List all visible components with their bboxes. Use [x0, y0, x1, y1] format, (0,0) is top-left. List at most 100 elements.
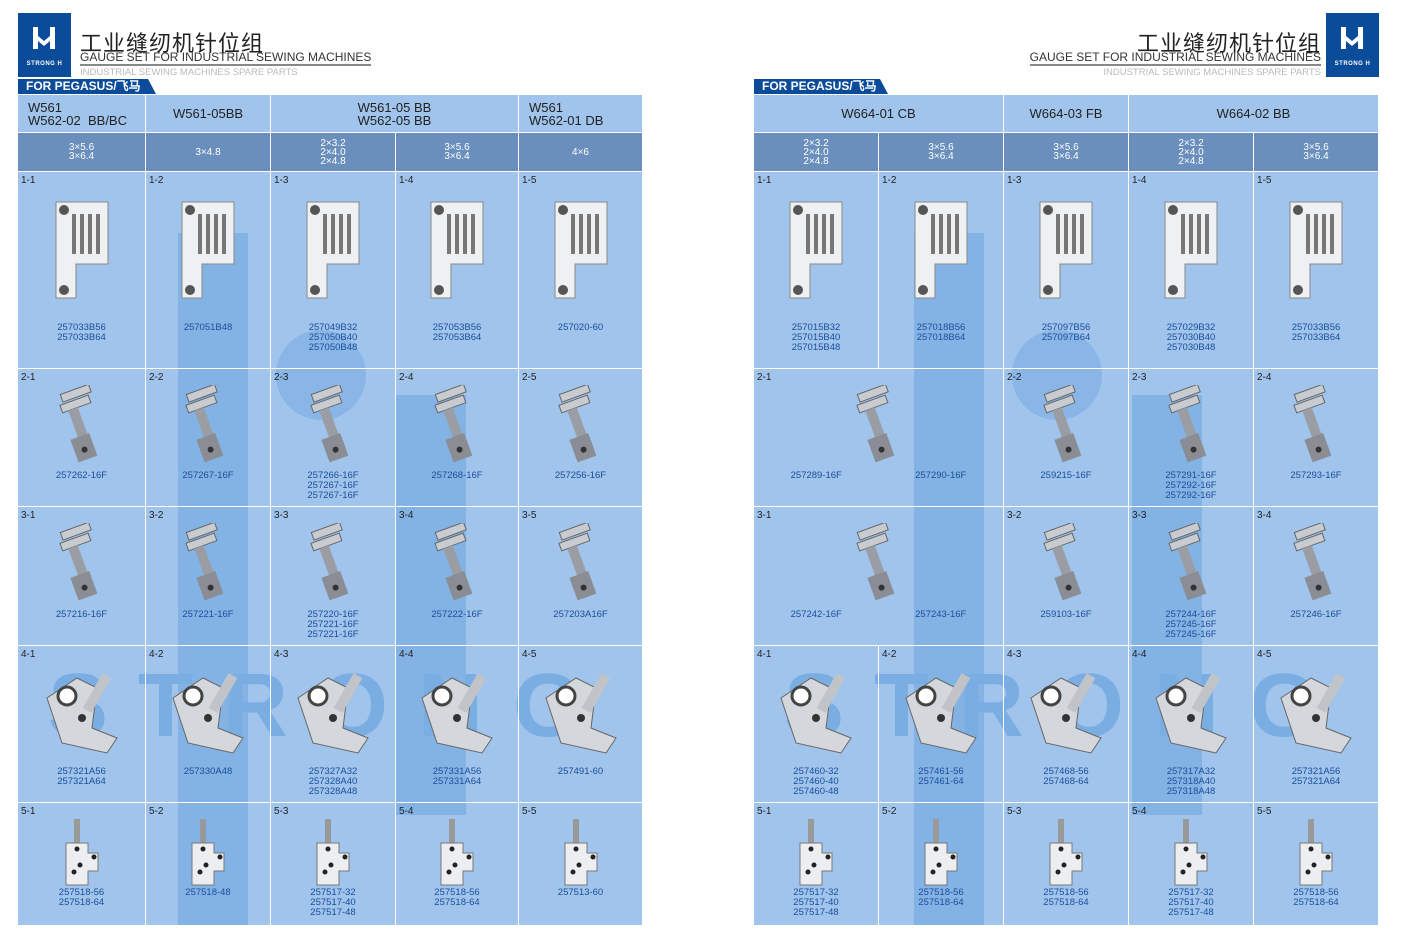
part-cell[interactable]: 2-4 257293-16F: [1254, 369, 1379, 507]
part-cell[interactable]: 3-1 257242-16F 257243-16F: [754, 507, 1004, 646]
part-cell[interactable]: 5-5 257513-60: [519, 803, 643, 926]
part-image[interactable]: [178, 383, 238, 470]
part-image[interactable]: [437, 819, 477, 894]
part-number: 257328A40: [308, 776, 358, 787]
part-image[interactable]: [796, 819, 836, 894]
part-image[interactable]: [1288, 200, 1344, 305]
part-cell[interactable]: 3-3 257244-16F 257245-16F 257245-16F: [1129, 507, 1254, 646]
part-cell[interactable]: 5-4 257517-32 257517-40 257517-48: [1129, 803, 1254, 926]
part-cell[interactable]: 2-5 257256-16F: [519, 369, 643, 507]
part-image[interactable]: [52, 383, 112, 470]
part-cell[interactable]: 2-3 257291-16F 257292-16F 257292-16F: [1129, 369, 1254, 507]
part-image[interactable]: [771, 668, 861, 763]
part-image[interactable]: [536, 668, 626, 763]
part-cell[interactable]: 3-4 257246-16F: [1254, 507, 1379, 646]
part-image[interactable]: [561, 819, 601, 894]
part-cell[interactable]: 4-1 257321A56 257321A64: [18, 646, 146, 803]
part-image[interactable]: [788, 200, 844, 305]
part-image[interactable]: [412, 668, 502, 763]
part-number: 257267-16F: [307, 480, 359, 491]
part-image[interactable]: [1171, 819, 1211, 894]
part-image[interactable]: [180, 200, 236, 305]
part-image[interactable]: [913, 200, 969, 305]
part-image[interactable]: [427, 521, 487, 608]
part-cell[interactable]: 2-2 259215-16F: [1004, 369, 1129, 507]
part-image[interactable]: [62, 819, 102, 894]
part-cell[interactable]: 5-3 257518-56 257518-64: [1004, 803, 1129, 926]
part-image[interactable]: [1161, 521, 1221, 608]
part-image[interactable]: [313, 819, 353, 894]
part-cell[interactable]: 1-4 257029B32 257030B40 257030B48: [1129, 172, 1254, 369]
part-cell[interactable]: 5-4 257518-56 257518-64: [396, 803, 519, 926]
part-cell[interactable]: 4-3 257327A32 257328A40 257328A48: [271, 646, 396, 803]
part-cell[interactable]: 1-2 257018B56 257018B64: [879, 172, 1004, 369]
part-image[interactable]: [1161, 383, 1221, 470]
part-image[interactable]: [849, 383, 909, 470]
part-image[interactable]: [896, 668, 986, 763]
part-cell[interactable]: 4-3 257468-56 257468-64: [1004, 646, 1129, 803]
part-image[interactable]: [52, 521, 112, 608]
part-cell[interactable]: 1-5 257020-60: [519, 172, 643, 369]
part-cell[interactable]: 5-1 257518-56 257518-64: [18, 803, 146, 926]
part-image[interactable]: [288, 668, 378, 763]
part-cell[interactable]: 4-2 257461-56 257461-64: [879, 646, 1004, 803]
part-image[interactable]: [1146, 668, 1236, 763]
part-cell[interactable]: 1-4 257053B56 257053B64: [396, 172, 519, 369]
part-cell[interactable]: 1-3 257049B32 257050B40 257050B48: [271, 172, 396, 369]
part-image[interactable]: [305, 200, 361, 305]
part-cell[interactable]: 1-1 257015B32 257015B40 257015B48: [754, 172, 879, 369]
part-image[interactable]: [1021, 668, 1111, 763]
part-cell[interactable]: 3-4 257222-16F: [396, 507, 519, 646]
part-image[interactable]: [54, 200, 110, 305]
part-cell[interactable]: 4-4 257331A56 257331A64: [396, 646, 519, 803]
part-image[interactable]: [1036, 521, 1096, 608]
part-image[interactable]: [921, 819, 961, 894]
part-image[interactable]: [1036, 383, 1096, 470]
part-image[interactable]: [1286, 383, 1346, 470]
part-cell[interactable]: 4-5 257321A56 257321A64: [1254, 646, 1379, 803]
part-image[interactable]: [1038, 200, 1094, 305]
part-cell[interactable]: 2-1 257262-16F: [18, 369, 146, 507]
part-cell[interactable]: 2-4 257268-16F: [396, 369, 519, 507]
part-image[interactable]: [1046, 819, 1086, 894]
part-image[interactable]: [188, 819, 228, 894]
part-image[interactable]: [429, 200, 485, 305]
part-cell[interactable]: 3-1 257216-16F: [18, 507, 146, 646]
part-image[interactable]: [37, 668, 127, 763]
part-cell[interactable]: 5-2 257518-48: [146, 803, 271, 926]
part-cell[interactable]: 3-2 259103-16F: [1004, 507, 1129, 646]
part-image[interactable]: [303, 521, 363, 608]
part-cell[interactable]: 2-2 257267-16F: [146, 369, 271, 507]
part-cell[interactable]: 2-3 257266-16F 257267-16F 257267-16F: [271, 369, 396, 507]
part-cell[interactable]: 1-1 257033B56 257033B64: [18, 172, 146, 369]
part-number: 257033B56: [1291, 322, 1341, 333]
part-cell[interactable]: 4-5 257491-60: [519, 646, 643, 803]
part-image[interactable]: [553, 200, 609, 305]
part-cell[interactable]: 1-5 257033B56 257033B64: [1254, 172, 1379, 369]
part-image[interactable]: [849, 521, 909, 608]
part-cell[interactable]: 3-5 257203A16F: [519, 507, 643, 646]
part-image[interactable]: [178, 521, 238, 608]
part-cell[interactable]: 5-1 257517-32 257517-40 257517-48: [754, 803, 879, 926]
part-cell[interactable]: 4-1 257460-32 257460-40 257460-48: [754, 646, 879, 803]
part-image[interactable]: [551, 521, 611, 608]
part-cell[interactable]: 4-4 257317A32 257318A40 257318A48: [1129, 646, 1254, 803]
part-image[interactable]: [427, 383, 487, 470]
part-cell[interactable]: 4-2 257330A48: [146, 646, 271, 803]
part-image[interactable]: [1163, 200, 1219, 305]
part-cell[interactable]: 3-2 257221-16F: [146, 507, 271, 646]
part-image[interactable]: [303, 383, 363, 470]
part-cell[interactable]: 5-2 257518-56 257518-64: [879, 803, 1004, 926]
part-image[interactable]: [551, 383, 611, 470]
part-cell[interactable]: 2-1 257289-16F 257290-16F: [754, 369, 1004, 507]
part-image[interactable]: [163, 668, 253, 763]
part-cell[interactable]: 1-3 257097B56 257097B64: [1004, 172, 1129, 369]
part-image[interactable]: [1296, 819, 1336, 894]
part-cell[interactable]: 3-3 257220-16F 257221-16F 257221-16F: [271, 507, 396, 646]
part-cell[interactable]: 5-5 257518-56 257518-64: [1254, 803, 1379, 926]
part-image[interactable]: [1286, 521, 1346, 608]
part-photo: [434, 383, 473, 463]
part-cell[interactable]: 5-3 257517-32 257517-40 257517-48: [271, 803, 396, 926]
part-image[interactable]: [1271, 668, 1361, 763]
part-cell[interactable]: 1-2 257051B48: [146, 172, 271, 369]
